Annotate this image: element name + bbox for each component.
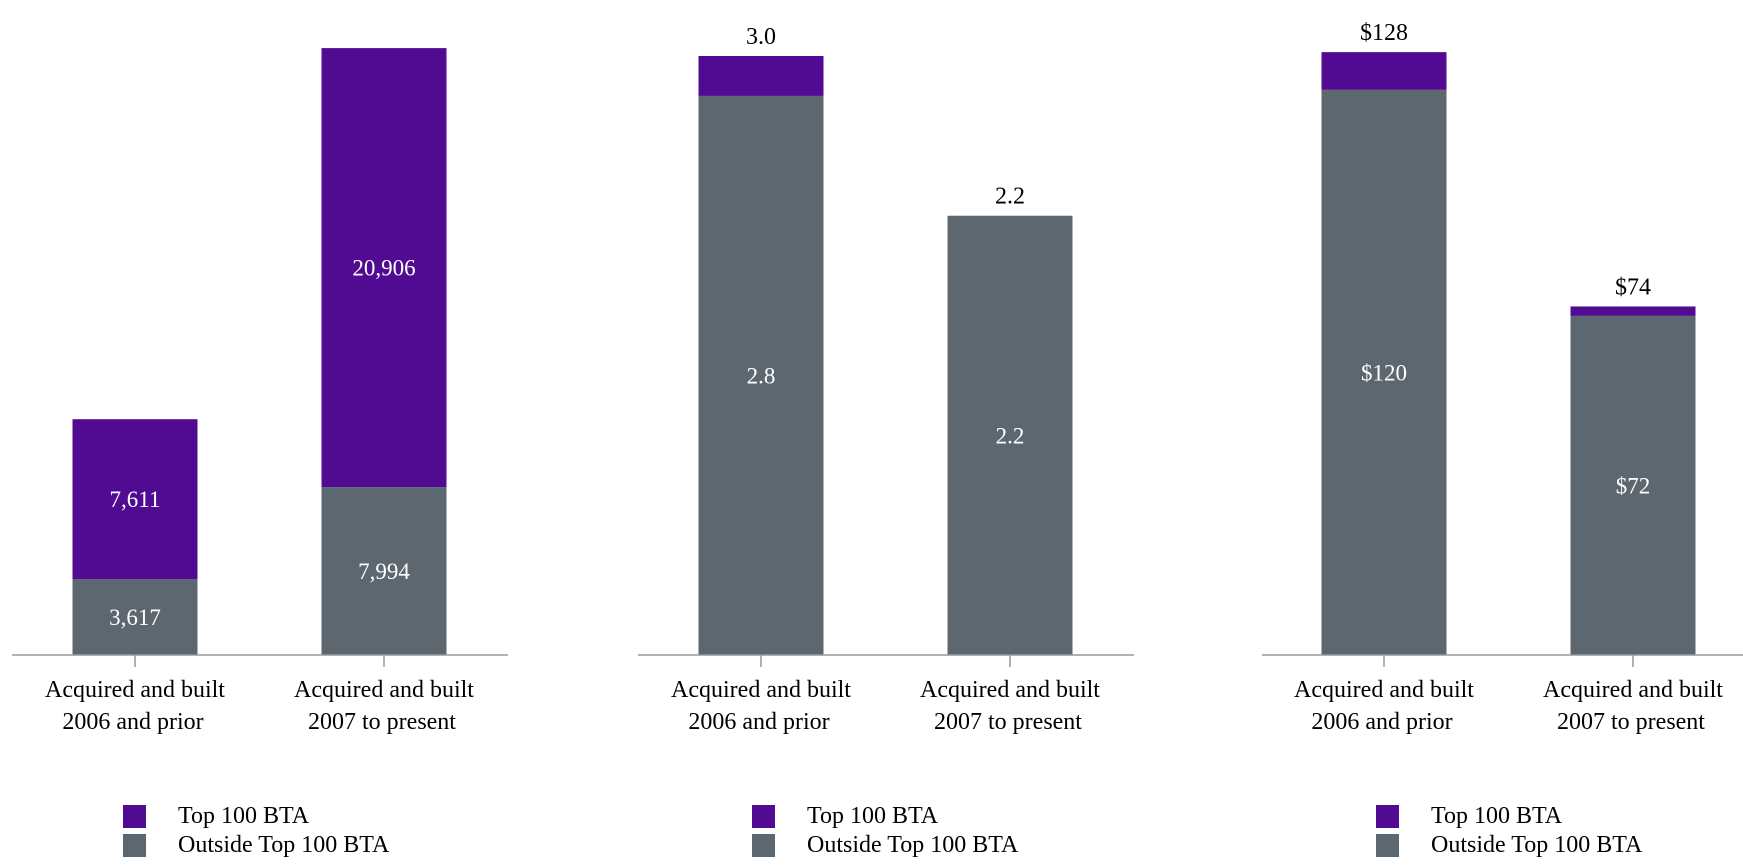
data-label: $120 [1361,360,1407,385]
bar-outside-1 [72,579,198,655]
data-label: 3,617 [109,605,161,630]
bar-top100-1 [1321,52,1447,90]
total-label: $128 [1360,20,1408,46]
x-tick-label: 2007 to present [934,709,1082,735]
bar-outside-1 [1321,89,1447,655]
outside-swatch-icon [1376,834,1399,857]
outside-swatch-icon [752,834,775,857]
legend-item-top100: Top 100 BTA [123,802,389,831]
x-tick-label: Acquired and built [1294,677,1474,703]
legend-label: Outside Top 100 BTA [807,832,1019,858]
bar-outside-2 [321,487,447,655]
legend-item-outside: Outside Top 100 BTA [123,831,389,860]
data-label: 7,994 [358,559,410,584]
data-label: 2.8 [747,363,776,388]
top100-swatch-icon [123,805,146,828]
total-label: 2.2 [995,184,1025,210]
x-tick-label: 2007 to present [308,709,456,735]
chart-3: $120 $128 Acquired and built 2006 and prior… [1262,20,1743,735]
x-tick-label: 2006 and prior [62,709,203,735]
top100-swatch-icon [752,805,775,828]
bar-top100-1 [698,55,824,96]
bar-outside-2 [1570,315,1696,655]
total-label: 3.0 [746,24,776,50]
legend-item-top100: Top 100 BTA [752,802,1018,831]
x-tick-label: Acquired and built [294,677,474,703]
chart-2: 2.8 3.0 Acquired and built 2006 and prior 2.… [638,24,1134,735]
x-tick-label: 2006 and prior [688,709,829,735]
x-tick-label: Acquired and built [1543,677,1723,703]
legend-label: Top 100 BTA [178,803,310,829]
legend-1: Top 100 BTA Outside Top 100 BTA [123,802,389,860]
total-label: $74 [1615,274,1651,300]
bar-top100-1 [72,419,198,580]
legend-label: Outside Top 100 BTA [178,832,390,858]
x-tick-label: Acquired and built [671,677,851,703]
x-tick-label: 2006 and prior [1311,709,1452,735]
legend-label: Top 100 BTA [807,803,939,829]
data-label: 20,906 [352,256,415,281]
chart-1: 3,617 7,611 Acquired and built 2006 and pri… [12,48,508,735]
data-label: 7,611 [110,487,161,512]
legend-3: Top 100 BTA Outside Top 100 BTA [1376,802,1642,860]
legend-item-outside: Outside Top 100 BTA [752,831,1018,860]
bar-outside-2 [947,215,1073,655]
data-label: 2.2 [996,423,1025,448]
legend-label: Top 100 BTA [1431,803,1563,829]
x-tick-label: Acquired and built [920,677,1100,703]
bar-top100-2 [1570,306,1696,316]
legend-item-top100: Top 100 BTA [1376,802,1642,831]
x-tick-label: 2007 to present [1557,709,1705,735]
legend-label: Outside Top 100 BTA [1431,832,1643,858]
legend-item-outside: Outside Top 100 BTA [1376,831,1642,860]
data-label: $72 [1616,473,1651,498]
outside-swatch-icon [123,834,146,857]
bar-top100-2 [321,48,447,488]
x-tick-label: Acquired and built [45,677,225,703]
top100-swatch-icon [1376,805,1399,828]
bar-outside-1 [698,95,824,655]
legend-2: Top 100 BTA Outside Top 100 BTA [752,802,1018,860]
